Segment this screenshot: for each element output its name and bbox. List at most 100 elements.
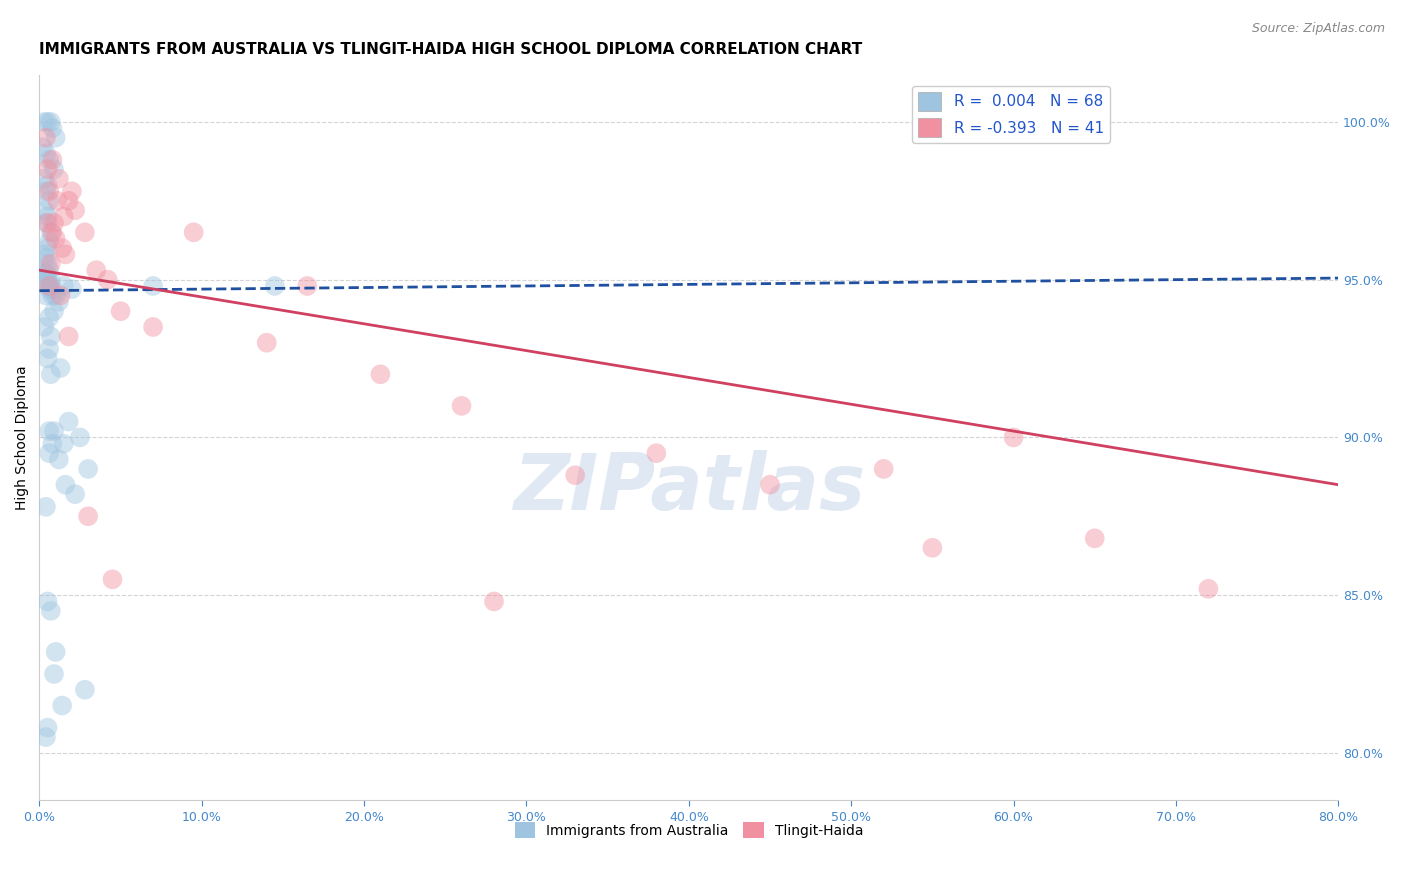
Point [39, 115, 62, 129]
Point [39, 273, 62, 287]
Point [101, 572, 124, 586]
Point [38, 446, 60, 460]
Text: Source: ZipAtlas.com: Source: ZipAtlas.com [1251, 22, 1385, 36]
Point [52, 279, 75, 293]
Point [39, 225, 62, 239]
Point [41, 153, 63, 167]
Point [45, 645, 67, 659]
Point [38, 424, 60, 438]
Point [38, 184, 60, 198]
Point [32, 320, 55, 334]
Point [370, 368, 392, 382]
Y-axis label: High School Diploma: High School Diploma [15, 365, 30, 509]
Point [35, 146, 58, 161]
Point [37, 594, 59, 608]
Point [42, 424, 65, 438]
Point [1197, 582, 1219, 596]
Point [42, 162, 65, 177]
Point [32, 171, 55, 186]
Point [37, 216, 59, 230]
Point [38, 194, 60, 208]
Point [60, 282, 83, 296]
Point [32, 273, 55, 287]
Point [37, 351, 59, 366]
Point [58, 415, 80, 429]
Point [73, 682, 96, 697]
Point [142, 320, 165, 334]
Point [42, 216, 65, 230]
Point [48, 171, 70, 186]
Point [48, 294, 70, 309]
Point [41, 121, 63, 136]
Point [38, 153, 60, 167]
Point [97, 273, 120, 287]
Point [35, 216, 58, 230]
Point [31, 140, 53, 154]
Point [37, 273, 59, 287]
Point [872, 462, 894, 476]
Point [42, 667, 65, 681]
Point [35, 184, 58, 198]
Point [38, 282, 60, 296]
Point [1002, 430, 1025, 444]
Point [51, 241, 73, 255]
Point [39, 329, 62, 343]
Point [42, 304, 65, 318]
Point [35, 288, 58, 302]
Point [51, 698, 73, 713]
Point [32, 115, 55, 129]
Point [37, 273, 59, 287]
Legend: Immigrants from Australia, Tlingit-Haida: Immigrants from Australia, Tlingit-Haida [509, 816, 869, 844]
Point [35, 130, 58, 145]
Point [32, 203, 55, 218]
Point [45, 130, 67, 145]
Point [84, 263, 107, 277]
Point [52, 210, 75, 224]
Point [37, 115, 59, 129]
Point [921, 541, 943, 555]
Point [37, 241, 59, 255]
Point [37, 210, 59, 224]
Point [60, 184, 83, 198]
Point [183, 225, 205, 239]
Point [1084, 532, 1107, 546]
Point [49, 361, 72, 376]
Point [48, 452, 70, 467]
Point [38, 279, 60, 293]
Point [55, 477, 77, 491]
Point [52, 436, 75, 450]
Point [38, 235, 60, 249]
Point [263, 279, 285, 293]
Point [38, 342, 60, 356]
Point [450, 399, 472, 413]
Point [297, 279, 319, 293]
Point [41, 288, 63, 302]
Text: IMMIGRANTS FROM AUSTRALIA VS TLINGIT-HAIDA HIGH SCHOOL DIPLOMA CORRELATION CHART: IMMIGRANTS FROM AUSTRALIA VS TLINGIT-HAI… [39, 42, 863, 57]
Point [35, 266, 58, 280]
Point [37, 162, 59, 177]
Point [58, 194, 80, 208]
Point [41, 225, 63, 239]
Point [58, 329, 80, 343]
Point [41, 282, 63, 296]
Point [39, 279, 62, 293]
Point [39, 257, 62, 271]
Point [38, 310, 60, 325]
Point [38, 263, 60, 277]
Point [63, 487, 86, 501]
Point [77, 509, 100, 524]
Point [41, 436, 63, 450]
Point [256, 335, 278, 350]
Point [45, 232, 67, 246]
Point [55, 247, 77, 261]
Point [142, 279, 165, 293]
Point [37, 257, 59, 271]
Point [35, 266, 58, 280]
Point [564, 468, 586, 483]
Point [39, 604, 62, 618]
Point [73, 225, 96, 239]
Point [35, 251, 58, 265]
Point [45, 288, 67, 302]
Point [482, 594, 505, 608]
Point [32, 247, 55, 261]
